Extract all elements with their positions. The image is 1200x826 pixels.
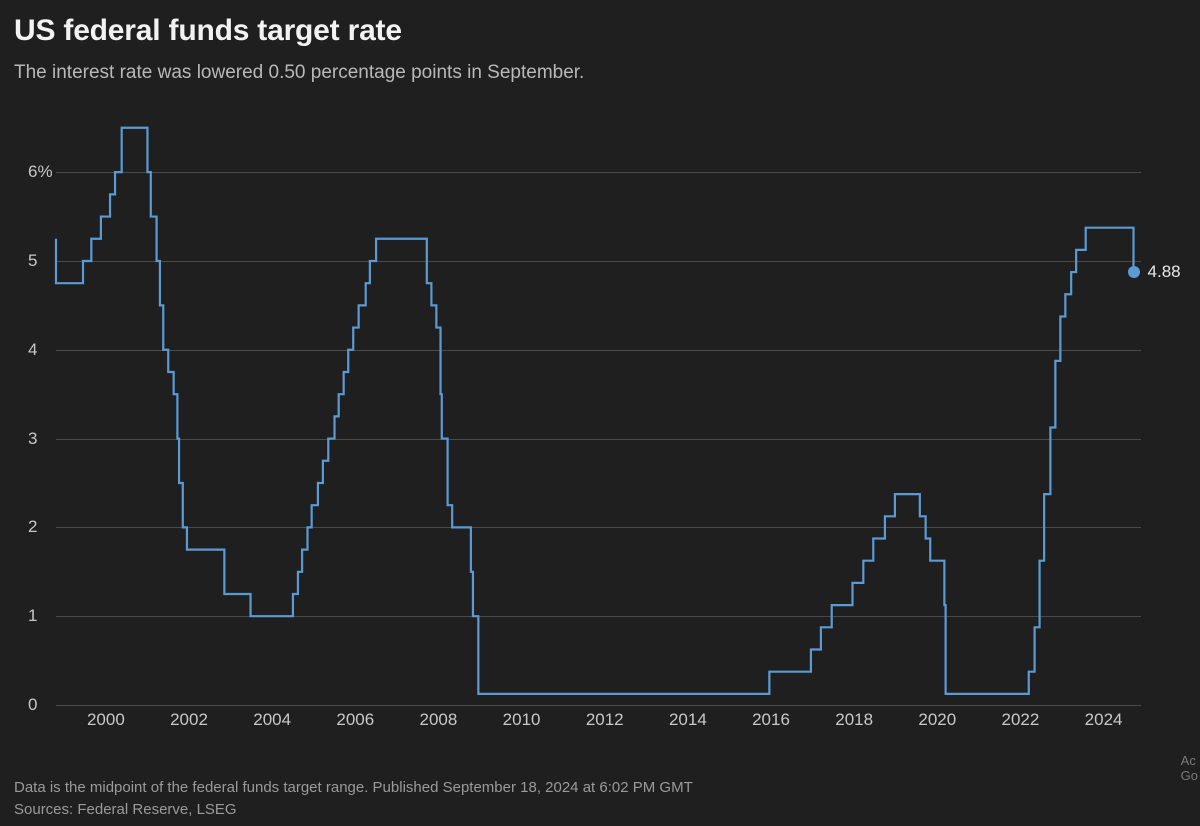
chart-title: US federal funds target rate	[14, 14, 1192, 48]
x-axis-tick: 2008	[420, 710, 458, 730]
x-axis-tick: 2004	[253, 710, 291, 730]
x-axis-tick: 2022	[1002, 710, 1040, 730]
x-axis-tick: 2002	[170, 710, 208, 730]
gridline	[56, 705, 1141, 706]
step-line	[56, 110, 1141, 705]
x-axis-tick: 2018	[835, 710, 873, 730]
x-axis-tick: 2020	[918, 710, 956, 730]
end-point-label: 4.88	[1148, 262, 1181, 282]
end-point-dot	[1128, 266, 1140, 278]
watermark-line2: Go	[1181, 768, 1198, 784]
x-axis-tick: 2010	[503, 710, 541, 730]
chart-subtitle: The interest rate was lowered 0.50 perce…	[14, 62, 1192, 84]
x-axis-tick: 2012	[586, 710, 624, 730]
plot-region: 4.88	[56, 110, 1141, 705]
watermark-line1: Ac	[1181, 753, 1198, 769]
chart-sources: Sources: Federal Reserve, LSEG	[14, 801, 237, 818]
x-axis-tick: 2024	[1085, 710, 1123, 730]
watermark: Ac Go	[1181, 753, 1198, 784]
x-axis-tick: 2006	[336, 710, 374, 730]
chart-area: 0123456% 4.88 20002002200420062008201020…	[14, 110, 1190, 740]
chart-footnote: Data is the midpoint of the federal fund…	[14, 779, 693, 796]
x-axis-tick: 2000	[87, 710, 125, 730]
x-axis-tick: 2014	[669, 710, 707, 730]
x-axis-tick: 2016	[752, 710, 790, 730]
